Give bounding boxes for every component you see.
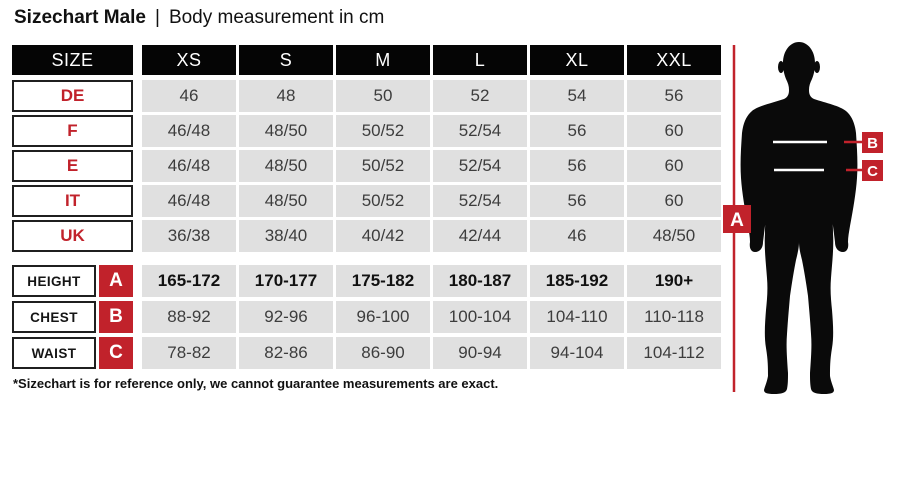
body-outline: [740, 42, 858, 394]
column-header-l: L: [433, 45, 527, 75]
size-cell: 52: [433, 80, 527, 112]
size-cell: 48/50: [239, 150, 333, 182]
header-row: SIZE XS S M L XL XXL: [12, 45, 724, 75]
measure-cell: 78-82: [142, 337, 236, 369]
column-header-xxl: XXL: [627, 45, 721, 75]
row-label-chest: CHEST: [12, 301, 96, 333]
size-cell: 52/54: [433, 185, 527, 217]
size-cell: 46: [142, 80, 236, 112]
size-row-it: IT 46/48 48/50 50/52 52/54 56 60: [12, 185, 724, 217]
tables-container: SIZE XS S M L XL XXL DE 46 48 50 52 54 56 F 46/48 48/50 5…: [12, 45, 724, 373]
row-label-e: E: [12, 150, 133, 182]
size-row-f: F 46/48 48/50 50/52 52/54 56 60: [12, 115, 724, 147]
measure-cell: 104-112: [627, 337, 721, 369]
measure-cell: 96-100: [336, 301, 430, 333]
size-row-de: DE 46 48 50 52 54 56: [12, 80, 724, 112]
size-cell: 50/52: [336, 150, 430, 182]
marker-c-letter: C: [867, 163, 878, 180]
measure-cell: 88-92: [142, 301, 236, 333]
size-cell: 46/48: [142, 150, 236, 182]
measure-cell: 94-104: [530, 337, 624, 369]
body-figure: A B C: [723, 42, 883, 394]
size-cell: 48/50: [239, 185, 333, 217]
measure-row-waist: WAIST C 78-82 82-86 86-90 90-94 94-104 104-112: [12, 337, 724, 369]
size-row-uk: UK 36/38 38/40 40/42 42/44 46 48/50: [12, 220, 724, 252]
male-silhouette: [740, 42, 858, 394]
size-cell: 60: [627, 185, 721, 217]
size-cell: 46/48: [142, 185, 236, 217]
marker-b-badge: B: [99, 301, 133, 333]
row-label-height: HEIGHT: [12, 265, 96, 297]
column-header-xl: XL: [530, 45, 624, 75]
marker-a-badge: A: [99, 265, 133, 297]
row-label-uk: UK: [12, 220, 133, 252]
size-cell: 50/52: [336, 115, 430, 147]
measure-cell: 92-96: [239, 301, 333, 333]
size-cell: 46: [530, 220, 624, 252]
measure-cell: 175-182: [336, 265, 430, 297]
size-cell: 48/50: [627, 220, 721, 252]
marker-a-box: [723, 205, 751, 233]
measure-cell: 165-172: [142, 265, 236, 297]
marker-b: B: [844, 132, 883, 153]
size-cell: 48: [239, 80, 333, 112]
measure-cell: 86-90: [336, 337, 430, 369]
title-separator: |: [155, 7, 160, 28]
column-header-s: S: [239, 45, 333, 75]
marker-b-box: [862, 132, 883, 153]
measure-cell: 82-86: [239, 337, 333, 369]
page-title: Sizechart Male | Body measurement in cm: [14, 7, 384, 29]
measure-row-chest: CHEST B 88-92 92-96 96-100 100-104 104-110 110-…: [12, 301, 724, 333]
size-cell: 46/48: [142, 115, 236, 147]
size-cell: 50: [336, 80, 430, 112]
section-gap: [12, 255, 724, 265]
size-cell: 52/54: [433, 150, 527, 182]
size-cell: 36/38: [142, 220, 236, 252]
marker-c-badge: C: [99, 337, 133, 369]
right-ear: [814, 61, 820, 73]
measure-cell: 190+: [627, 265, 721, 297]
title-main: Sizechart Male: [14, 7, 146, 28]
size-cell: 60: [627, 115, 721, 147]
size-column-header: SIZE: [12, 45, 133, 75]
marker-a: A: [723, 205, 751, 233]
size-cell: 60: [627, 150, 721, 182]
footnote: *Sizechart is for reference only, we can…: [13, 376, 499, 391]
title-subtitle: Body measurement in cm: [168, 7, 385, 28]
row-label-waist: WAIST: [12, 337, 96, 369]
row-label-de: DE: [12, 80, 133, 112]
size-cell: 38/40: [239, 220, 333, 252]
measure-row-height: HEIGHT A 165-172 170-177 175-182 180-187 185-1…: [12, 265, 724, 297]
measure-cell: 100-104: [433, 301, 527, 333]
left-ear: [778, 61, 784, 73]
row-label-f: F: [12, 115, 133, 147]
size-table: SIZE XS S M L XL XXL DE 46 48 50 52 54 56 F 46/48 48/50 5…: [12, 45, 724, 252]
measure-cell: 185-192: [530, 265, 624, 297]
measure-cell: 90-94: [433, 337, 527, 369]
measure-cell: 104-110: [530, 301, 624, 333]
size-cell: 56: [530, 185, 624, 217]
marker-c-box: [862, 160, 883, 181]
size-cell: 56: [530, 150, 624, 182]
size-cell: 56: [627, 80, 721, 112]
measure-cell: 110-118: [627, 301, 721, 333]
size-row-e: E 46/48 48/50 50/52 52/54 56 60: [12, 150, 724, 182]
size-cell: 56: [530, 115, 624, 147]
measurement-table: HEIGHT A 165-172 170-177 175-182 180-187 185-1…: [12, 265, 724, 369]
measure-cell: 170-177: [239, 265, 333, 297]
row-label-it: IT: [12, 185, 133, 217]
column-header-xs: XS: [142, 45, 236, 75]
size-cell: 42/44: [433, 220, 527, 252]
marker-c: C: [846, 160, 883, 181]
size-cell: 48/50: [239, 115, 333, 147]
size-cell: 52/54: [433, 115, 527, 147]
marker-b-letter: B: [867, 135, 878, 152]
size-cell: 40/42: [336, 220, 430, 252]
column-header-m: M: [336, 45, 430, 75]
measure-cell: 180-187: [433, 265, 527, 297]
size-cell: 50/52: [336, 185, 430, 217]
size-cell: 54: [530, 80, 624, 112]
marker-a-letter: A: [730, 210, 744, 231]
